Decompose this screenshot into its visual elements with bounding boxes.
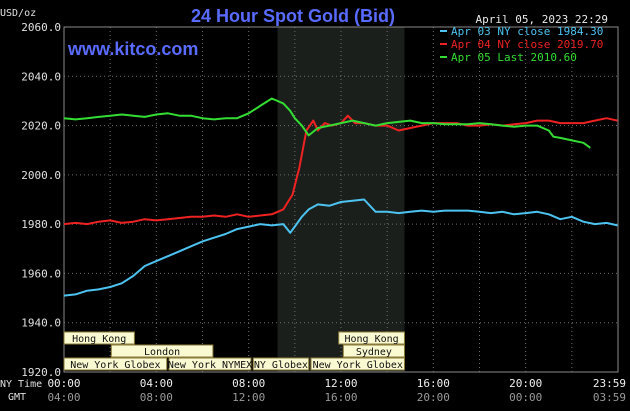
y-tick-label: 2000.0 [21, 169, 61, 182]
legend-entry: Apr 03 NY close 1984.30 [451, 25, 603, 38]
legend-entry: Apr 04 NY close 2019.70 [451, 38, 603, 51]
gmt-time-tick: 00:00 [509, 391, 542, 404]
session-bar [252, 357, 310, 371]
y-axis-tick-labels: 2060.0 2040.0 2020.0 2000.0 1980.0 1960.0 1940… [21, 21, 61, 379]
series-line-3 [63, 97, 591, 149]
gmt-time-tick: 12:00 [232, 391, 265, 404]
gmt-label: GMT [8, 392, 26, 403]
session-label: NY Globex [254, 360, 308, 371]
ny-time-tick: 16:00 [417, 377, 450, 390]
legend-entry: Apr 05 Last 2010.60 [451, 51, 577, 64]
y-tick-label: 1940.0 [21, 317, 61, 330]
session-label: New York Globex [70, 360, 160, 371]
session-bar [310, 357, 405, 371]
price-series-layer [63, 97, 618, 297]
session-bar [338, 331, 405, 345]
gmt-time-tick: 20:00 [417, 391, 450, 404]
session-bar [63, 331, 135, 345]
gmt-time-tick: 16:00 [324, 391, 357, 404]
session-bar [168, 357, 252, 371]
session-label: Sydney [356, 347, 392, 358]
y-tick-label: 2060.0 [21, 21, 61, 34]
y-tick-label: 1960.0 [21, 267, 61, 280]
session-label: New York Globex [313, 360, 403, 371]
session-label: London [144, 347, 180, 358]
y-tick-label: 2020.0 [21, 120, 61, 133]
gmt-time-tick: 04:00 [47, 391, 80, 404]
series-line-1 [63, 198, 618, 297]
session-bar [63, 357, 168, 371]
y-tick-label: 1980.0 [21, 218, 61, 231]
ny-time-tick: 23:59 [593, 377, 626, 390]
session-label: New York NYMEX [168, 360, 252, 371]
session-label: Hong Kong [72, 334, 126, 345]
session-bar [110, 344, 214, 358]
chart-date: April 05, 2023 22:29 [476, 13, 608, 26]
plot-frame [63, 26, 619, 373]
ny-time-label: NY Time [0, 379, 42, 390]
x-axis-time-labels: NY TimeGMT00:0004:0004:0008:0008:0012:00… [0, 377, 626, 404]
y-tick-label: 2040.0 [21, 70, 61, 83]
ny-time-tick: 04:00 [140, 377, 173, 390]
ny-time-tick: 20:00 [509, 377, 542, 390]
ny-time-tick: 00:00 [47, 377, 80, 390]
market-sessions: Hong Kong Hong Kong London Sydney New York G… [63, 331, 405, 371]
website-watermark: www.kitco.com [67, 39, 198, 59]
y-axis-unit-label: USD/oz [0, 8, 36, 19]
gmt-time-tick: 08:00 [140, 391, 173, 404]
ny-time-tick: 08:00 [232, 377, 265, 390]
y-tick-label: 1920.0 [21, 366, 61, 379]
session-bar [342, 344, 405, 358]
gmt-time-tick: 03:59 [593, 391, 626, 404]
chart-title: 24 Hour Spot Gold (Bid) [191, 6, 395, 26]
session-label: Hong Kong [344, 334, 398, 345]
ny-time-tick: 12:00 [324, 377, 357, 390]
